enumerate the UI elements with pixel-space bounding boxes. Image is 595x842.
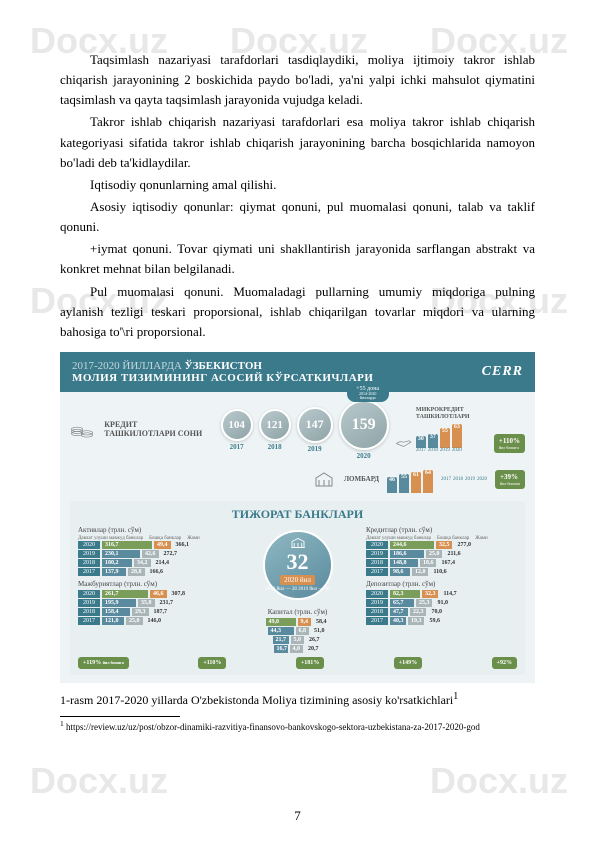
kapital-pct: +181%: [296, 657, 324, 669]
footnote-separator: [60, 716, 180, 717]
badge-dona: +55 дона 2014-2020 йилларда: [347, 384, 389, 402]
infographic: 2017-2020 ЙИЛЛАРДА ЎЗБЕКИСТОН МОЛИЯ ТИЗИ…: [60, 352, 535, 683]
depozit-pct: +92%: [492, 657, 517, 669]
lombard-pct: +39% йил бошига: [495, 470, 525, 489]
figure-caption: 1-rasm 2017-2020 yillarda O'zbekistonda …: [60, 691, 535, 708]
aktivlar-title: Активлар (трлн. сўм): [78, 526, 229, 534]
infographic-header: 2017-2020 ЙИЛЛАРДА ЎЗБЕКИСТОН МОЛИЯ ТИЗИ…: [60, 352, 535, 392]
paragraph-6: Pul muomalasi qonuni. Muomaladagi pullar…: [60, 282, 535, 342]
paragraph-3: Iqtisodiy qonunlarning amal qilishi.: [60, 175, 535, 195]
mikrokredit-label: МИКРОКРЕДИТ ТАШКИЛОТЛАРИ: [416, 407, 490, 420]
paragraph-5: +iymat qonuni. Tovar qiymati uni shaklla…: [60, 239, 535, 279]
cerr-logo: CERR: [482, 364, 523, 380]
header-subtitle: МОЛИЯ ТИЗИМИНИНГ АСОСИЙ КЎРСАТКИЧЛАРИ: [72, 372, 373, 384]
center-circle: 32 2020 йил 2018 йил — 28 2019 йил — 30: [263, 530, 333, 600]
bank-icon: [312, 470, 336, 488]
page-content: Taqsimlash nazariyasi tarafdorlari tasdi…: [0, 0, 595, 753]
lombard-label: ЛОМБАРД: [344, 475, 379, 483]
header-title-1: 2017-2020 ЙИЛЛАРДА: [72, 360, 182, 372]
hand-icon: [395, 435, 412, 453]
circle-2020: 159: [339, 400, 389, 450]
banks-title: ТИЖОРАТ БАНКЛАРИ: [78, 507, 517, 522]
banks-section: ТИЖОРАТ БАНКЛАРИ Активлар (трлн. сўм) Да…: [70, 501, 525, 675]
lombard-bars: 46 55 61 64: [387, 469, 433, 493]
bank-building-icon: [289, 537, 307, 549]
kreditlar-pct: +149%: [394, 657, 422, 669]
circle-2017: 104: [221, 409, 253, 441]
paragraph-4: Asosiy iqtisodiy qonunlar: qiymat qonuni…: [60, 197, 535, 237]
circle-2019: 147: [297, 407, 333, 443]
kapital-title: Капитал (трлн. сўм): [268, 608, 328, 616]
aktivlar-pct: +119% йил бошига: [78, 657, 129, 669]
year-2019: 2019: [308, 445, 322, 453]
year-2017: 2017: [230, 443, 244, 451]
year-2018: 2018: [268, 443, 282, 451]
infographic-body: КРЕДИТ ТАШКИЛОТЛАРИ СОНИ 104 2017 121 20…: [60, 392, 535, 683]
page-number: 7: [294, 808, 301, 824]
depozit-title: Депозитлар (трлн. сўм): [366, 580, 517, 588]
mikrokredit-pct: +110% йил бошига: [494, 434, 525, 453]
footnote: 1 https://review.uz/uz/post/obzor-dinami…: [60, 719, 535, 733]
paragraph-2: Takror ishlab chiqarish nazariyasi taraf…: [60, 112, 535, 172]
majburiyat-title: Мажбуриятлар (трлн. сўм): [78, 580, 229, 588]
kreditlar-title: Кредитлар (трлн. сўм): [366, 526, 517, 534]
kredit-label: КРЕДИТ ТАШКИЛОТЛАРИ СОНИ: [104, 421, 208, 439]
paragraph-1: Taqsimlash nazariyasi tarafdorlari tasdi…: [60, 50, 535, 110]
watermark: Docx.uz: [430, 760, 568, 802]
majburiyat-pct: +110%: [198, 657, 226, 669]
coins-icon: [70, 416, 98, 444]
year-2020: 2020: [357, 452, 371, 460]
mikrokredit-bars: 30 37 55 63: [416, 424, 490, 448]
watermark: Docx.uz: [30, 760, 168, 802]
circle-2018: 121: [259, 409, 291, 441]
header-title-1b: ЎЗБЕКИСТОН: [185, 360, 262, 372]
